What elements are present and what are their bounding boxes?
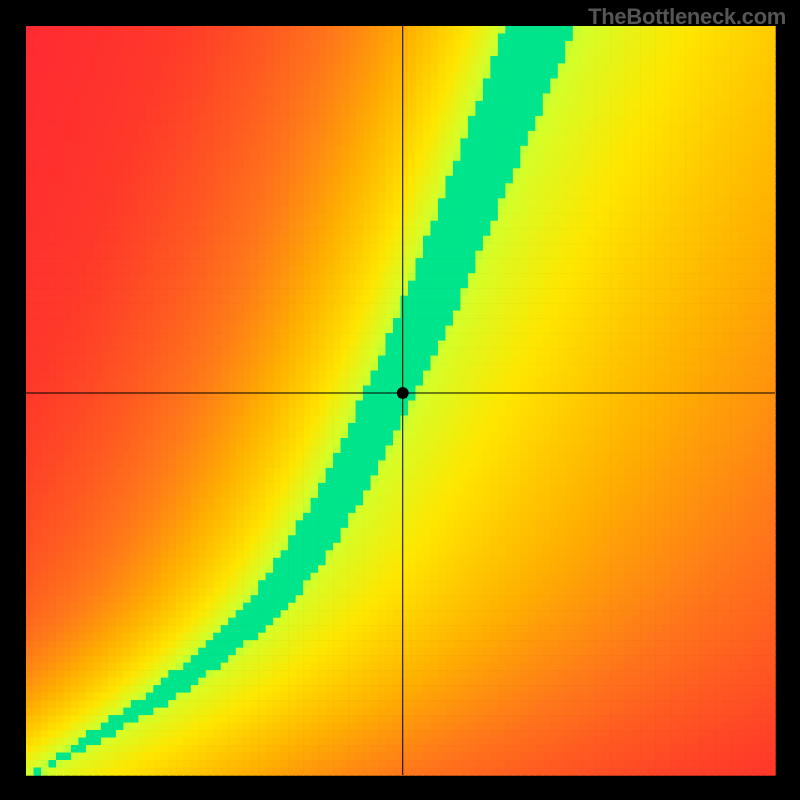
watermark-text: TheBottleneck.com — [588, 4, 786, 30]
chart-container: { "type": "heatmap", "canvas": { "width_… — [0, 0, 800, 800]
bottleneck-heatmap — [0, 0, 800, 800]
